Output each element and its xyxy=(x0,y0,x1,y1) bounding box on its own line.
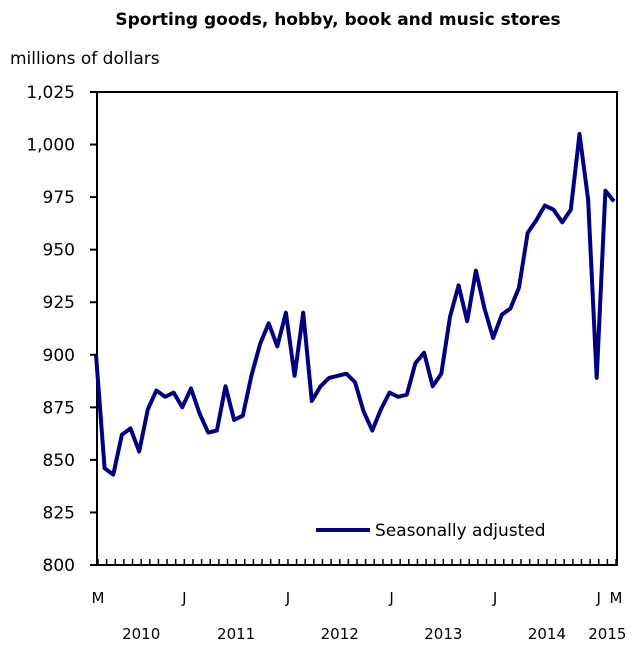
x-tick-label: J xyxy=(596,589,601,607)
y-tick-label: 850 xyxy=(43,451,75,471)
chart-title: Sporting goods, hobby, book and music st… xyxy=(115,10,560,30)
legend: Seasonally adjusted xyxy=(316,521,546,541)
y-tick-label: 875 xyxy=(43,398,75,418)
plot-frame xyxy=(96,91,618,566)
y-tick-label: 800 xyxy=(43,556,75,576)
y-tick-label: 1,000 xyxy=(26,136,75,156)
y-tick-label: 925 xyxy=(43,293,75,313)
y-tick-label: 1,025 xyxy=(26,83,75,103)
y-axis-unit-label: millions of dollars xyxy=(10,49,160,69)
x-tick-label: J xyxy=(285,589,290,607)
year-label: 2012 xyxy=(321,625,359,643)
x-tick-label: M xyxy=(92,589,105,607)
y-tick-label: 950 xyxy=(43,241,75,261)
y-tick-label: 825 xyxy=(43,503,75,523)
y-tick-label: 900 xyxy=(43,346,75,366)
year-label: 2014 xyxy=(528,625,566,643)
year-label: 2013 xyxy=(424,625,462,643)
x-tick-label: J xyxy=(181,589,186,607)
year-label: 2015 xyxy=(588,625,626,643)
x-tick-label: J xyxy=(492,589,497,607)
year-label: 2011 xyxy=(217,625,255,643)
x-tick-label: M xyxy=(610,589,623,607)
legend-label: Seasonally adjusted xyxy=(375,521,546,541)
year-label: 2010 xyxy=(122,625,160,643)
y-tick-label: 975 xyxy=(43,188,75,208)
x-tick-label: J xyxy=(388,589,393,607)
series-line-seasonally-adjusted xyxy=(94,132,616,477)
